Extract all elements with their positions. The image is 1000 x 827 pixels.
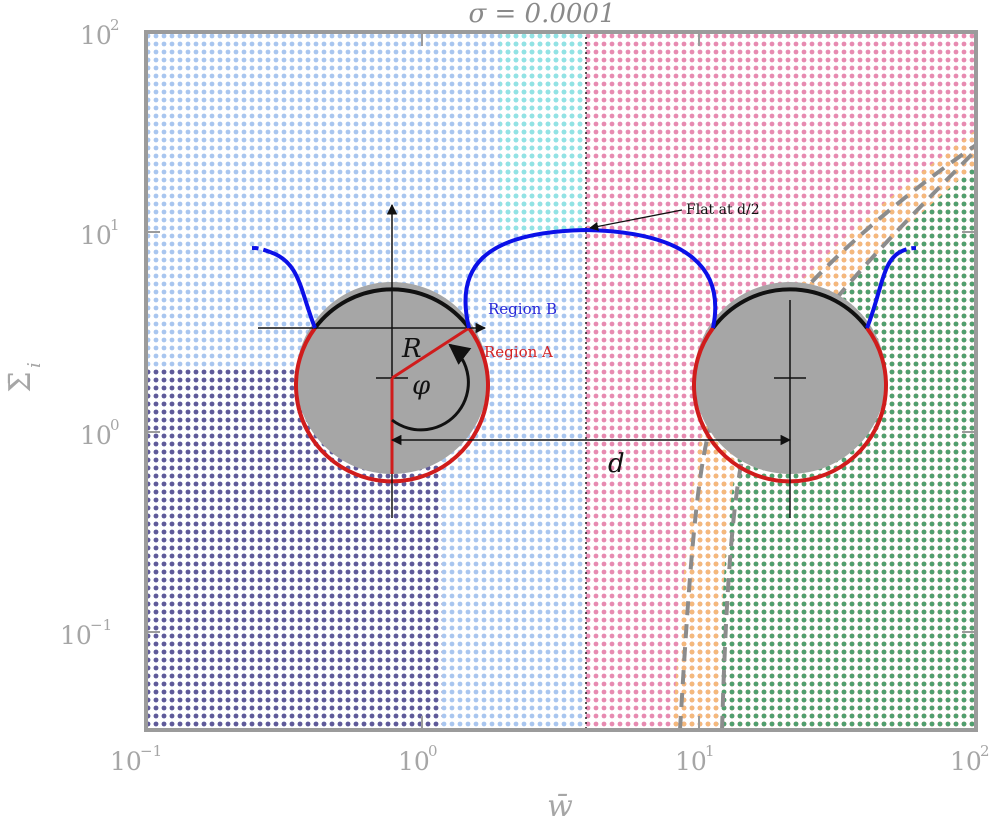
y-axis-label: Σ̄ [3, 371, 38, 392]
x-tick-base: 10 [950, 747, 982, 776]
region-cyan [500, 32, 586, 232]
right-outer-curve-dashed [899, 246, 917, 254]
left-outer-curve [269, 250, 317, 329]
x-tick-exp: 2 [980, 742, 990, 760]
region-b-label: Region B [488, 300, 557, 318]
plot-frame [144, 30, 978, 732]
y-axis-label-group: Σ̄ i [3, 362, 45, 392]
chart-title: σ = 0.0001 [468, 0, 615, 29]
right-outer-curve [865, 250, 902, 329]
x-tick-exp: −1 [140, 742, 162, 760]
interface-curves [251, 227, 917, 329]
x-tick-labels: 10 −1 10 0 10 1 10 2 [110, 742, 990, 776]
phi-label: φ [412, 371, 431, 401]
y-tick-base: 10 [80, 21, 112, 50]
right-disk-black-arc [711, 287, 869, 330]
x-tick-base: 10 [110, 747, 142, 776]
x-tick-base: 10 [675, 747, 707, 776]
tick-marks [146, 31, 976, 730]
x-tick-exp: 0 [428, 742, 438, 760]
y-axis-label-subscript: i [24, 362, 45, 368]
y-tick-base: 10 [80, 221, 112, 250]
y-tick-exp: 1 [110, 216, 120, 234]
phi-arc [391, 343, 472, 432]
y-tick-exp: −1 [90, 616, 112, 634]
y-tick-base: 10 [60, 621, 92, 650]
flat-pointer-arrow [589, 209, 683, 231]
left-outer-curve-dashed [251, 246, 271, 254]
distance-label: d [608, 449, 625, 479]
right-disk-schematic [692, 282, 888, 518]
y-tick-labels: 10 2 10 1 10 0 10 −1 [60, 16, 120, 650]
radius-label: R [401, 334, 422, 364]
region-a-label: Region A [484, 343, 553, 361]
radius-line [391, 326, 470, 380]
left-disk-schematic [258, 203, 490, 518]
x-tick-base: 10 [398, 747, 430, 776]
bridge-curve [463, 227, 718, 329]
flat-label: Flat at d/2 [686, 202, 760, 218]
y-tick-exp: 2 [110, 16, 120, 34]
x-tick-exp: 1 [705, 742, 715, 760]
y-tick-exp: 0 [110, 416, 120, 434]
y-tick-base: 10 [80, 421, 112, 450]
x-axis-label: w̄ [547, 789, 573, 824]
